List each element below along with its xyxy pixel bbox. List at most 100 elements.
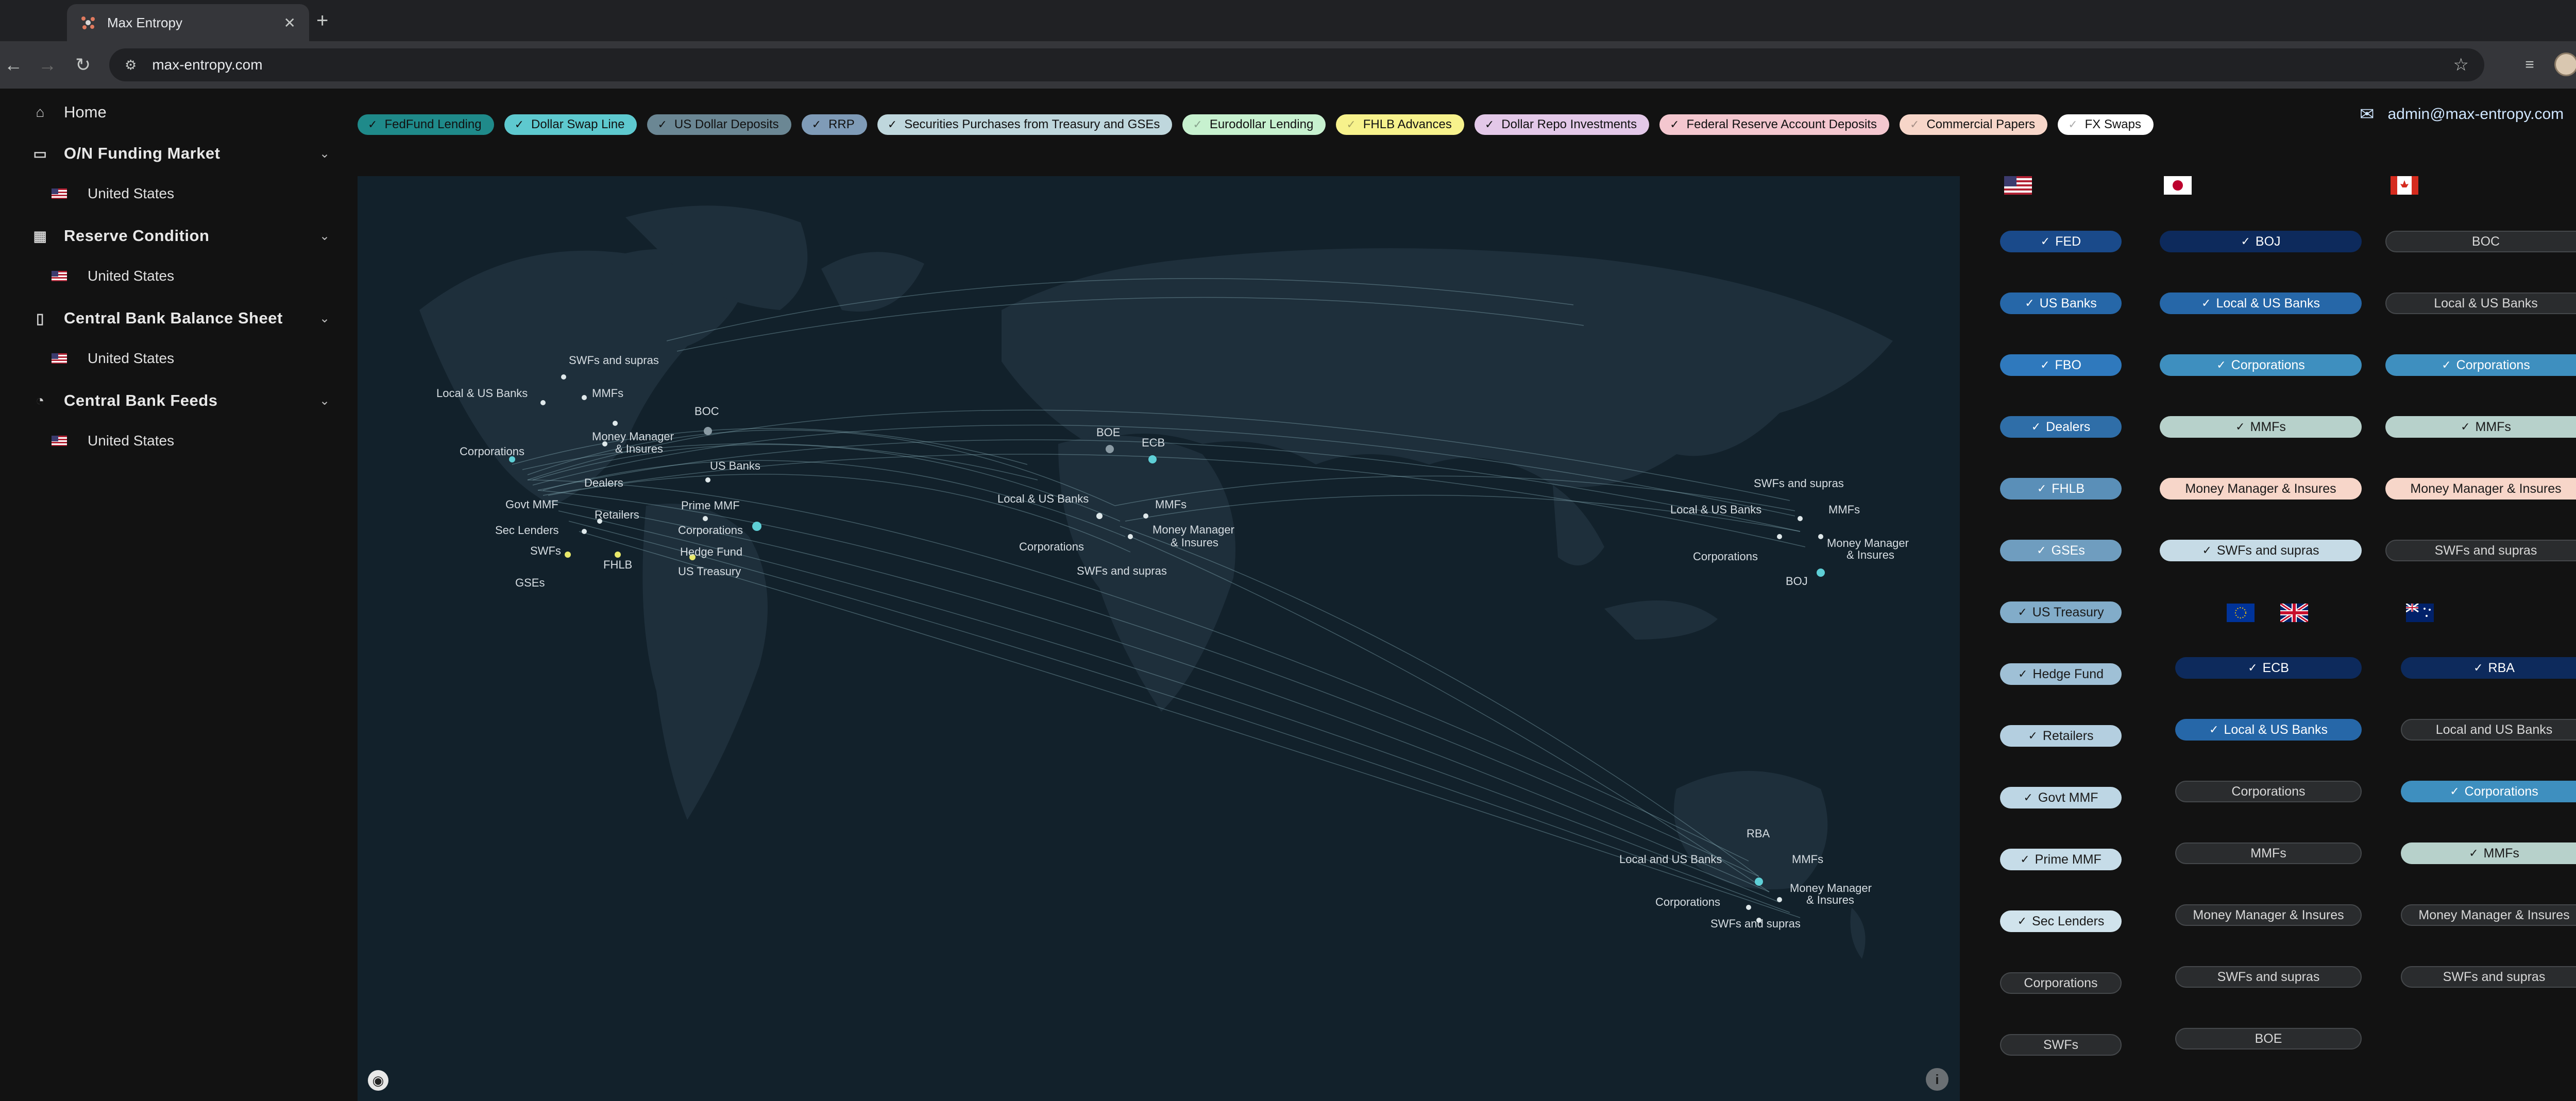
- profile-avatar[interactable]: [2554, 53, 2576, 76]
- chip-commercial-papers[interactable]: ✓ Commercial Papers: [1900, 114, 2048, 135]
- map-node-label[interactable]: MMFs: [1155, 498, 1187, 511]
- map-node-label[interactable]: GSEs: [515, 576, 545, 589]
- browser-tab[interactable]: Max Entropy ✕: [67, 4, 309, 41]
- map-node-label[interactable]: SWFs and supras: [1754, 477, 1844, 490]
- map-node-label[interactable]: Corporations: [460, 445, 524, 458]
- chevron-down-icon[interactable]: ⌄: [319, 147, 330, 161]
- chip-securities-purchases-from-treasury-and-gses[interactable]: ✓ Securities Purchases from Treasury and …: [877, 114, 1173, 135]
- map-node-label[interactable]: MMFs: [1828, 503, 1860, 516]
- pill-ca-swfs-and-supras[interactable]: SWFs and supras: [2385, 540, 2576, 561]
- pill-eu-local-and-us-banks[interactable]: ✓ Local & US Banks: [2175, 719, 2362, 741]
- map-node-label[interactable]: Local & US Banks: [997, 492, 1089, 505]
- map-node-label[interactable]: Corporations: [678, 524, 743, 537]
- sidebar-home[interactable]: ⌂ Home: [30, 103, 107, 122]
- chip-dollar-repo-investments[interactable]: ✓ Dollar Repo Investments: [1474, 114, 1650, 135]
- map-node-label[interactable]: BOE: [1096, 426, 1121, 439]
- map-node-label[interactable]: US Banks: [710, 459, 760, 472]
- pill-us-prime-mmf[interactable]: ✓ Prime MMF: [2000, 849, 2122, 870]
- chip-fedfund-lending[interactable]: ✓ FedFund Lending: [358, 114, 494, 135]
- user-account[interactable]: ✉ admin@max-entropy.com: [2360, 104, 2564, 125]
- map-node-label[interactable]: Govt MMF: [505, 498, 558, 511]
- pill-ca-corporations[interactable]: ✓ Corporations: [2385, 354, 2576, 376]
- site-settings-icon[interactable]: ⚙: [125, 57, 137, 73]
- pill-jp-corporations[interactable]: ✓ Corporations: [2160, 354, 2362, 376]
- map-node-label[interactable]: SWFs and supras: [569, 354, 659, 367]
- media-control-icon[interactable]: ≡: [2525, 56, 2534, 73]
- pill-us-us-treasury[interactable]: ✓ US Treasury: [2000, 601, 2122, 623]
- forward-icon[interactable]: →: [38, 54, 57, 75]
- chevron-down-icon[interactable]: ⌄: [319, 229, 330, 243]
- map-node-label[interactable]: Dealers: [584, 476, 623, 489]
- map-node-label[interactable]: Sec Lenders: [495, 524, 559, 537]
- map-node-label[interactable]: & Insures: [1806, 893, 1854, 906]
- pill-eu-corporations[interactable]: Corporations: [2175, 781, 2362, 802]
- pill-eu-mmfs[interactable]: MMFs: [2175, 842, 2362, 864]
- map-node-label[interactable]: Money Manager: [1153, 523, 1234, 536]
- chevron-down-icon[interactable]: ⌄: [319, 394, 330, 408]
- chip-fx-swaps[interactable]: ✓ FX Swaps: [2058, 114, 2154, 135]
- chip-fhlb-advances[interactable]: ✓ FHLB Advances: [1336, 114, 1464, 135]
- pill-jp-local-and-us-banks[interactable]: ✓ Local & US Banks: [2160, 293, 2362, 314]
- reload-icon[interactable]: ↻: [75, 54, 91, 75]
- sidebar-item-united-states[interactable]: United States: [52, 268, 174, 284]
- pill-au-swfs-and-supras[interactable]: SWFs and supras: [2401, 966, 2576, 988]
- pill-au-money-manager-and-insures[interactable]: Money Manager & Insures: [2401, 904, 2576, 926]
- pill-ca-money-manager-and-insures[interactable]: Money Manager & Insures: [2385, 478, 2576, 500]
- address-bar[interactable]: ⚙ max-entropy.com ☆: [109, 48, 2484, 81]
- chip-federal-reserve-account-deposits[interactable]: ✓ Federal Reserve Account Deposits: [1659, 114, 1890, 135]
- map-node-label[interactable]: Local and US Banks: [1619, 853, 1722, 866]
- pill-jp-mmfs[interactable]: ✓ MMFs: [2160, 416, 2362, 438]
- map-node-label[interactable]: & Insures: [615, 442, 663, 455]
- map-node-label[interactable]: Corporations: [1655, 896, 1720, 908]
- map-node-label[interactable]: US Treasury: [678, 565, 741, 578]
- map-node-label[interactable]: RBA: [1747, 827, 1770, 840]
- sidebar-section-funding-market[interactable]: ▭ O/N Funding Market: [30, 144, 221, 163]
- map-node-label[interactable]: & Insures: [1171, 536, 1218, 549]
- map-node-label[interactable]: MMFs: [592, 387, 624, 400]
- map-node-label[interactable]: Money Manager: [1790, 882, 1872, 894]
- pill-us-govt-mmf[interactable]: ✓ Govt MMF: [2000, 787, 2122, 808]
- pill-us-retailers[interactable]: ✓ Retailers: [2000, 725, 2122, 747]
- bookmark-star-icon[interactable]: ☆: [2453, 55, 2469, 75]
- pill-au-corporations[interactable]: ✓ Corporations: [2401, 781, 2576, 802]
- pill-us-us-banks[interactable]: ✓ US Banks: [2000, 293, 2122, 314]
- sidebar-section-central-bank-feeds[interactable]: ◔ Central Bank Feeds: [30, 391, 217, 410]
- pill-jp-money-manager-and-insures[interactable]: Money Manager & Insures: [2160, 478, 2362, 500]
- map-node-label[interactable]: Money Manager: [1827, 537, 1909, 549]
- info-icon[interactable]: i: [1926, 1068, 1948, 1091]
- pill-us-fed[interactable]: ✓ FED: [2000, 231, 2122, 252]
- map-node-label[interactable]: MMFs: [1792, 853, 1824, 866]
- pill-au-rba[interactable]: ✓ RBA: [2401, 657, 2576, 679]
- new-tab-icon[interactable]: +: [316, 9, 329, 32]
- sidebar-item-united-states[interactable]: United States: [52, 185, 174, 202]
- world-flow-map[interactable]: SWFs and supras Local & US Banks MMFs BOC Co…: [358, 176, 1960, 1101]
- map-node-label[interactable]: FHLB: [603, 558, 633, 571]
- map-node-label[interactable]: Local & US Banks: [1670, 503, 1762, 516]
- map-node-label[interactable]: & Insures: [1846, 548, 1894, 561]
- pill-eu-ecb[interactable]: ✓ ECB: [2175, 657, 2362, 679]
- pill-us-corporations[interactable]: Corporations: [2000, 972, 2122, 994]
- pill-ca-local-and-us-banks[interactable]: Local & US Banks: [2385, 293, 2576, 314]
- map-node-label[interactable]: SWFs and supras: [1710, 917, 1801, 930]
- sidebar-item-united-states[interactable]: United States: [52, 350, 174, 367]
- map-node-label[interactable]: SWFs and supras: [1077, 564, 1167, 577]
- pill-us-hedge-fund[interactable]: ✓ Hedge Fund: [2000, 663, 2122, 685]
- pill-eu-swfs-and-supras[interactable]: SWFs and supras: [2175, 966, 2362, 988]
- sidebar-section-reserve-condition[interactable]: ▦ Reserve Condition: [30, 227, 209, 245]
- pill-eu-money-manager-and-insures[interactable]: Money Manager & Insures: [2175, 904, 2362, 926]
- chip-us-dollar-deposits[interactable]: ✓ US Dollar Deposits: [647, 114, 791, 135]
- back-icon[interactable]: ←: [4, 54, 23, 75]
- map-node-label[interactable]: ECB: [1142, 436, 1165, 449]
- map-node-label[interactable]: Retailers: [595, 508, 639, 521]
- pill-eu-boe[interactable]: BOE: [2175, 1028, 2362, 1050]
- pill-jp-swfs-and-supras[interactable]: ✓ SWFs and supras: [2160, 540, 2362, 561]
- map-node-label[interactable]: Corporations: [1019, 540, 1084, 553]
- map-node-label[interactable]: BOJ: [1786, 575, 1808, 588]
- pill-us-fbo[interactable]: ✓ FBO: [2000, 354, 2122, 376]
- chip-eurodollar-lending[interactable]: ✓ Eurodollar Lending: [1182, 114, 1326, 135]
- map-node-label[interactable]: Local & US Banks: [436, 387, 528, 400]
- pill-jp-boj[interactable]: ✓ BOJ: [2160, 231, 2362, 252]
- pill-ca-mmfs[interactable]: ✓ MMFs: [2385, 416, 2576, 438]
- pill-us-fhlb[interactable]: ✓ FHLB: [2000, 478, 2122, 500]
- chip-dollar-swap-line[interactable]: ✓ Dollar Swap Line: [504, 114, 637, 135]
